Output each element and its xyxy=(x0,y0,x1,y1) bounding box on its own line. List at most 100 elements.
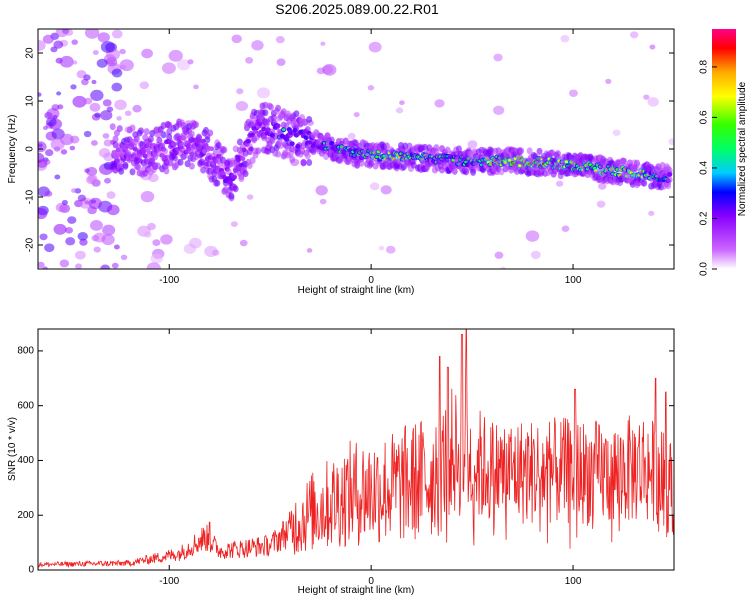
figure-title: S206.2025.089.00.22.R01 xyxy=(275,1,439,17)
noise-blob xyxy=(111,262,119,269)
ridge-halo xyxy=(177,158,184,166)
ridge-halo xyxy=(214,179,221,187)
noise-blob xyxy=(104,177,112,184)
noise-blob xyxy=(124,110,132,117)
noise-blob xyxy=(71,39,78,45)
ridge-halo xyxy=(433,144,440,152)
ridge-halo xyxy=(275,104,282,112)
noise-blob xyxy=(83,130,92,138)
ridge-halo xyxy=(116,125,123,133)
snr-series-line xyxy=(38,329,674,568)
y-tick-label: 0 xyxy=(25,146,36,152)
noise-blob xyxy=(87,174,98,183)
noise-blob xyxy=(150,253,163,264)
ridge-halo xyxy=(129,124,136,132)
noise-blob xyxy=(90,140,98,146)
noise-blob xyxy=(132,104,142,113)
noise-blob xyxy=(144,231,152,238)
noise-blob xyxy=(306,248,313,253)
ridge-halo xyxy=(195,133,202,141)
noise-blob xyxy=(647,97,659,107)
noise-blob xyxy=(84,29,100,39)
noise-blob xyxy=(367,85,375,91)
noise-blob xyxy=(212,249,220,256)
noise-blob xyxy=(369,182,380,191)
noise-blob xyxy=(103,152,114,162)
ridge-halo xyxy=(112,135,119,143)
noise-blob xyxy=(319,198,327,205)
ridge-halo xyxy=(246,161,253,169)
noise-blob xyxy=(77,194,87,202)
ridge-halo xyxy=(167,159,174,167)
noise-blob xyxy=(79,238,88,246)
ridge-halo xyxy=(665,182,672,190)
snr-panel: -100 0 100 0 200 400 600 800 Height of straight… xyxy=(7,328,675,596)
ridge-halo xyxy=(270,114,277,122)
noise-blob xyxy=(378,245,385,251)
noise-blob xyxy=(44,190,53,197)
ridge-halo xyxy=(444,146,451,154)
noise-blob xyxy=(568,89,578,97)
noise-blob xyxy=(111,29,123,39)
colorbar-tick-label: 0.8 xyxy=(699,60,710,74)
noise-blob xyxy=(114,99,127,111)
noise-blob xyxy=(399,100,405,106)
ridge-halo xyxy=(147,135,154,143)
ridge-halo xyxy=(536,147,543,155)
noise-blob xyxy=(45,117,57,127)
noise-blob xyxy=(42,266,48,269)
noise-blob xyxy=(89,102,101,112)
ridge-halo xyxy=(193,121,200,129)
noise-blob xyxy=(188,237,202,249)
ridge-halo xyxy=(129,168,136,176)
ridge-halo xyxy=(666,176,673,184)
noise-blob xyxy=(38,208,48,220)
noise-blob xyxy=(246,194,254,200)
noise-blob xyxy=(147,222,156,231)
noise-blob xyxy=(39,233,48,241)
x-tick-label: 100 xyxy=(565,576,582,587)
colorbar-tick-label: 0.0 xyxy=(699,262,710,276)
noise-blob xyxy=(596,200,606,208)
ridge-halo xyxy=(358,159,365,167)
noise-blob xyxy=(94,112,101,118)
y-tick-label: 10 xyxy=(25,95,36,107)
noise-blob xyxy=(141,48,153,59)
noise-blob xyxy=(50,138,65,151)
noise-blob xyxy=(111,68,123,78)
y-tick-label: 600 xyxy=(17,400,34,411)
ridge-halo xyxy=(306,115,313,123)
ridge-core xyxy=(115,147,121,153)
ridge-halo xyxy=(293,110,300,118)
snr-y-label: SNR (10 * v/v) xyxy=(7,417,18,481)
ridge-halo xyxy=(163,167,170,175)
ridge-halo xyxy=(143,128,150,136)
ridge-core xyxy=(231,174,237,180)
noise-blob xyxy=(530,250,541,260)
noise-blob xyxy=(50,46,58,53)
ridge-halo xyxy=(160,131,167,139)
ridge-core xyxy=(240,156,246,161)
noise-blob xyxy=(556,180,564,187)
noise-blob xyxy=(161,62,176,74)
noise-blob xyxy=(116,116,122,121)
noise-blob xyxy=(43,159,51,165)
noise-blob xyxy=(434,99,445,108)
ridge-halo xyxy=(207,129,214,137)
noise-blob xyxy=(119,48,126,55)
noise-blob xyxy=(500,266,506,269)
noise-blob xyxy=(84,97,93,105)
ridge-core xyxy=(265,127,271,133)
colorbar-tick-label: 0.4 xyxy=(699,161,710,175)
noise-blob xyxy=(38,40,46,51)
y-tick-label: 0 xyxy=(28,565,34,576)
ridge-halo xyxy=(666,166,673,174)
ridge-halo xyxy=(133,135,140,143)
noise-blob xyxy=(380,185,392,195)
noise-blob xyxy=(649,44,656,50)
noise-blob xyxy=(467,140,478,149)
noise-blob xyxy=(176,59,191,71)
noise-blob xyxy=(96,58,108,68)
